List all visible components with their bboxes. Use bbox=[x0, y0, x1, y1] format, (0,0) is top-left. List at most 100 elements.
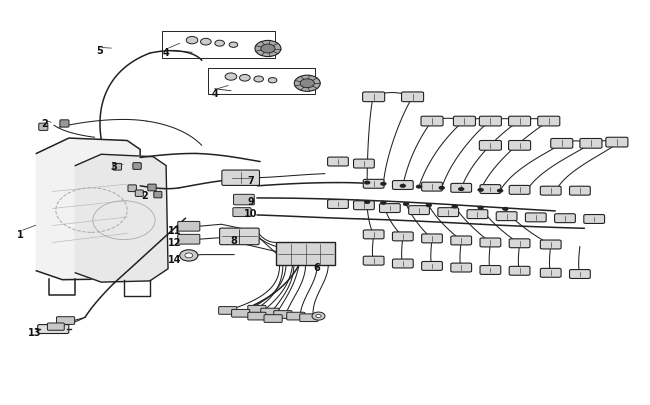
FancyBboxPatch shape bbox=[222, 171, 259, 186]
FancyBboxPatch shape bbox=[569, 270, 590, 279]
FancyBboxPatch shape bbox=[580, 139, 602, 149]
Text: 2: 2 bbox=[42, 119, 48, 129]
FancyBboxPatch shape bbox=[393, 232, 413, 241]
FancyBboxPatch shape bbox=[328, 200, 348, 209]
Text: 4: 4 bbox=[211, 89, 218, 98]
FancyBboxPatch shape bbox=[47, 323, 64, 330]
Bar bbox=[276, 243, 335, 265]
Circle shape bbox=[426, 204, 432, 208]
FancyBboxPatch shape bbox=[584, 215, 605, 224]
Circle shape bbox=[380, 201, 387, 205]
FancyBboxPatch shape bbox=[421, 117, 443, 127]
Polygon shape bbox=[75, 155, 168, 282]
Circle shape bbox=[458, 188, 465, 192]
FancyBboxPatch shape bbox=[480, 185, 500, 194]
FancyBboxPatch shape bbox=[554, 214, 575, 223]
Circle shape bbox=[254, 77, 263, 83]
FancyBboxPatch shape bbox=[393, 260, 413, 268]
Circle shape bbox=[215, 41, 224, 47]
FancyBboxPatch shape bbox=[451, 237, 472, 245]
Circle shape bbox=[261, 45, 275, 54]
Circle shape bbox=[268, 78, 277, 84]
FancyBboxPatch shape bbox=[551, 139, 573, 149]
FancyBboxPatch shape bbox=[154, 192, 162, 198]
FancyBboxPatch shape bbox=[363, 230, 384, 239]
Text: 5: 5 bbox=[96, 46, 103, 56]
FancyBboxPatch shape bbox=[328, 158, 348, 166]
FancyBboxPatch shape bbox=[479, 141, 501, 151]
FancyBboxPatch shape bbox=[57, 317, 75, 324]
Circle shape bbox=[497, 189, 503, 193]
FancyBboxPatch shape bbox=[233, 195, 254, 205]
Text: 3: 3 bbox=[111, 161, 118, 171]
Circle shape bbox=[239, 75, 250, 82]
Circle shape bbox=[225, 74, 237, 81]
Circle shape bbox=[300, 80, 315, 89]
Text: 2: 2 bbox=[141, 190, 148, 200]
Circle shape bbox=[380, 182, 387, 186]
Text: 6: 6 bbox=[314, 262, 320, 272]
FancyBboxPatch shape bbox=[177, 235, 200, 245]
FancyBboxPatch shape bbox=[287, 313, 305, 320]
FancyBboxPatch shape bbox=[508, 117, 530, 127]
Text: 13: 13 bbox=[28, 328, 41, 337]
Polygon shape bbox=[36, 139, 140, 280]
FancyBboxPatch shape bbox=[248, 313, 266, 320]
Circle shape bbox=[229, 43, 238, 48]
FancyBboxPatch shape bbox=[220, 228, 259, 245]
FancyBboxPatch shape bbox=[177, 222, 200, 232]
FancyBboxPatch shape bbox=[402, 93, 424, 102]
Circle shape bbox=[502, 207, 508, 211]
FancyBboxPatch shape bbox=[606, 138, 628, 147]
Circle shape bbox=[477, 206, 484, 210]
FancyBboxPatch shape bbox=[509, 186, 530, 195]
FancyBboxPatch shape bbox=[509, 266, 530, 275]
Text: 14: 14 bbox=[168, 254, 181, 264]
Text: 7: 7 bbox=[247, 175, 254, 185]
FancyBboxPatch shape bbox=[248, 306, 266, 313]
FancyBboxPatch shape bbox=[300, 314, 318, 322]
Circle shape bbox=[452, 205, 458, 209]
FancyBboxPatch shape bbox=[233, 208, 251, 217]
Circle shape bbox=[400, 184, 406, 188]
FancyBboxPatch shape bbox=[363, 180, 384, 189]
FancyBboxPatch shape bbox=[148, 185, 156, 191]
Circle shape bbox=[316, 315, 321, 318]
FancyBboxPatch shape bbox=[540, 187, 561, 196]
FancyBboxPatch shape bbox=[479, 117, 501, 127]
Text: 4: 4 bbox=[162, 48, 170, 58]
Circle shape bbox=[312, 312, 325, 320]
Circle shape bbox=[416, 185, 422, 189]
FancyBboxPatch shape bbox=[113, 164, 122, 171]
Text: 8: 8 bbox=[231, 236, 238, 246]
FancyBboxPatch shape bbox=[354, 160, 374, 168]
Circle shape bbox=[255, 41, 281, 58]
FancyBboxPatch shape bbox=[133, 163, 141, 170]
Circle shape bbox=[364, 181, 370, 185]
FancyBboxPatch shape bbox=[231, 310, 250, 318]
FancyBboxPatch shape bbox=[261, 309, 279, 316]
Circle shape bbox=[186, 37, 198, 45]
FancyBboxPatch shape bbox=[363, 257, 384, 265]
Text: 11: 11 bbox=[168, 225, 181, 235]
FancyBboxPatch shape bbox=[480, 266, 500, 275]
FancyBboxPatch shape bbox=[422, 234, 443, 243]
FancyBboxPatch shape bbox=[218, 307, 237, 315]
FancyBboxPatch shape bbox=[264, 315, 282, 322]
FancyBboxPatch shape bbox=[38, 325, 69, 334]
FancyBboxPatch shape bbox=[393, 181, 413, 190]
FancyBboxPatch shape bbox=[451, 184, 472, 193]
FancyBboxPatch shape bbox=[467, 210, 488, 219]
FancyBboxPatch shape bbox=[540, 241, 561, 249]
FancyBboxPatch shape bbox=[409, 206, 430, 215]
FancyBboxPatch shape bbox=[422, 262, 443, 271]
Text: 9: 9 bbox=[247, 197, 254, 207]
Circle shape bbox=[185, 254, 192, 258]
FancyBboxPatch shape bbox=[509, 239, 530, 248]
FancyBboxPatch shape bbox=[540, 269, 561, 277]
Circle shape bbox=[439, 186, 445, 190]
Text: 12: 12 bbox=[168, 238, 181, 248]
Circle shape bbox=[200, 39, 211, 46]
FancyBboxPatch shape bbox=[380, 204, 400, 213]
Circle shape bbox=[477, 188, 484, 192]
